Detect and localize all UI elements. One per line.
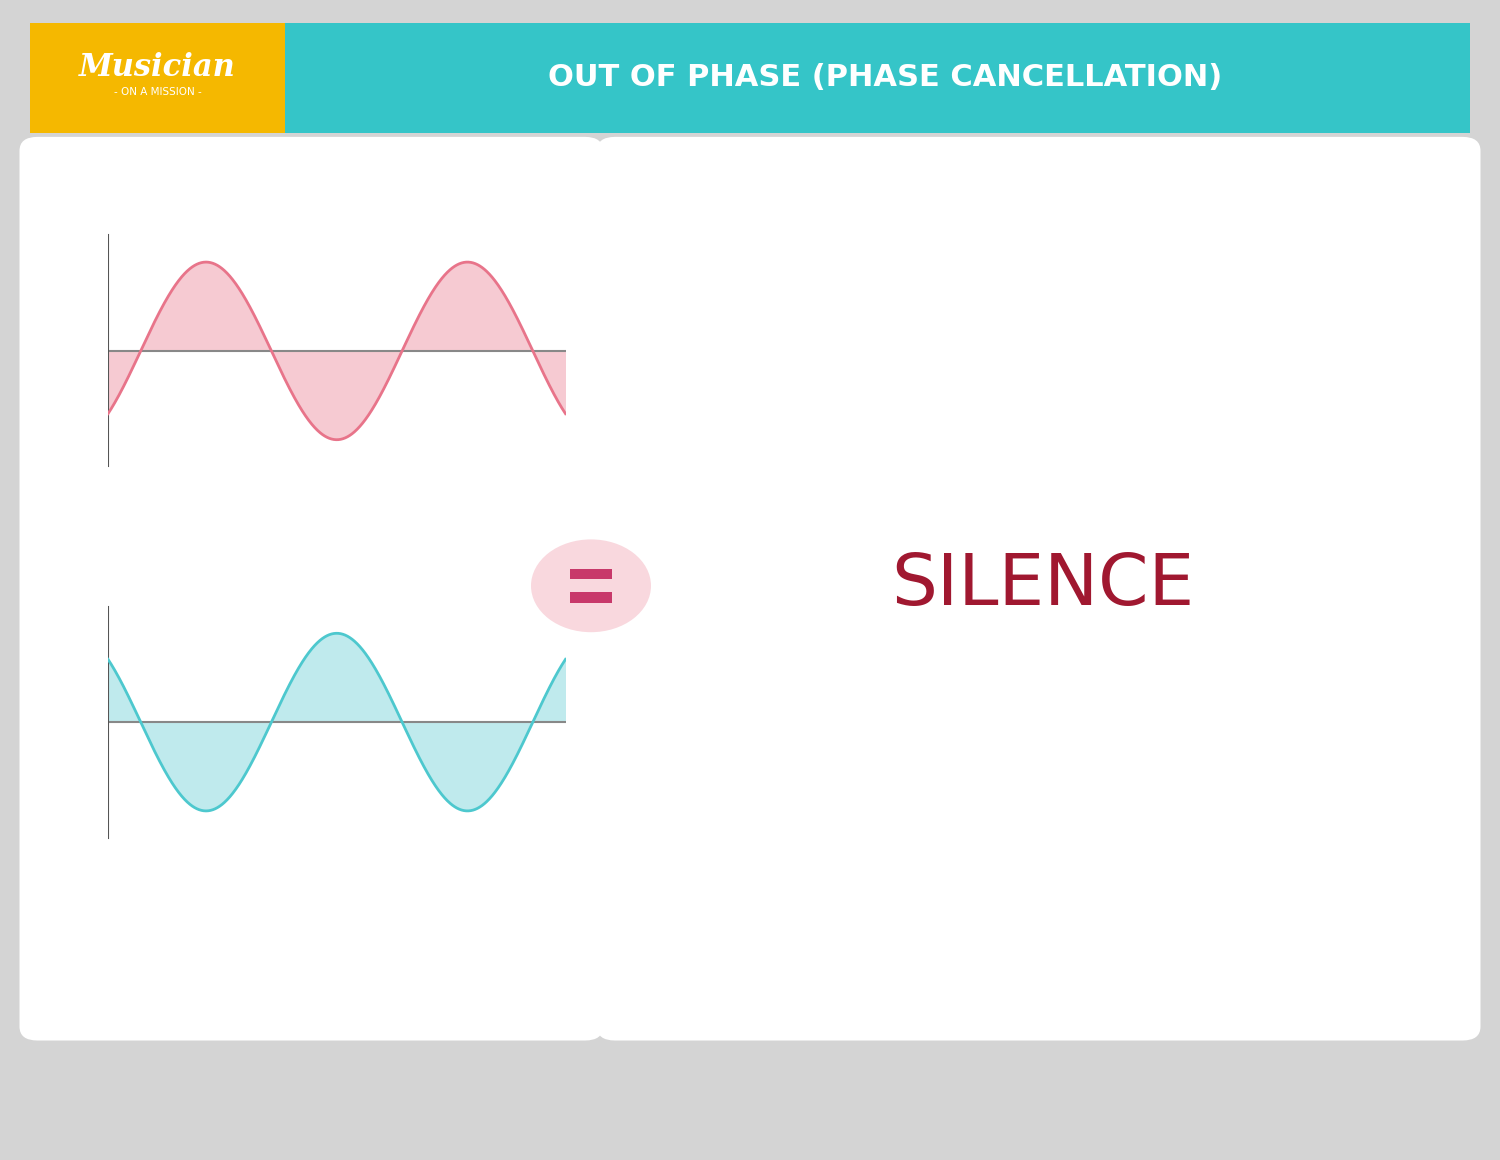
Text: OUT OF PHASE (PHASE CANCELLATION): OUT OF PHASE (PHASE CANCELLATION) [548,63,1222,93]
Circle shape [531,539,651,632]
FancyBboxPatch shape [570,570,612,580]
Text: Musician: Musician [80,52,236,82]
FancyBboxPatch shape [285,23,1470,133]
Text: - ON A MISSION -: - ON A MISSION - [114,87,201,96]
FancyBboxPatch shape [30,23,285,133]
FancyBboxPatch shape [20,137,603,1041]
FancyBboxPatch shape [597,137,1480,1041]
Text: SILENCE: SILENCE [891,551,1194,621]
FancyBboxPatch shape [570,593,612,603]
